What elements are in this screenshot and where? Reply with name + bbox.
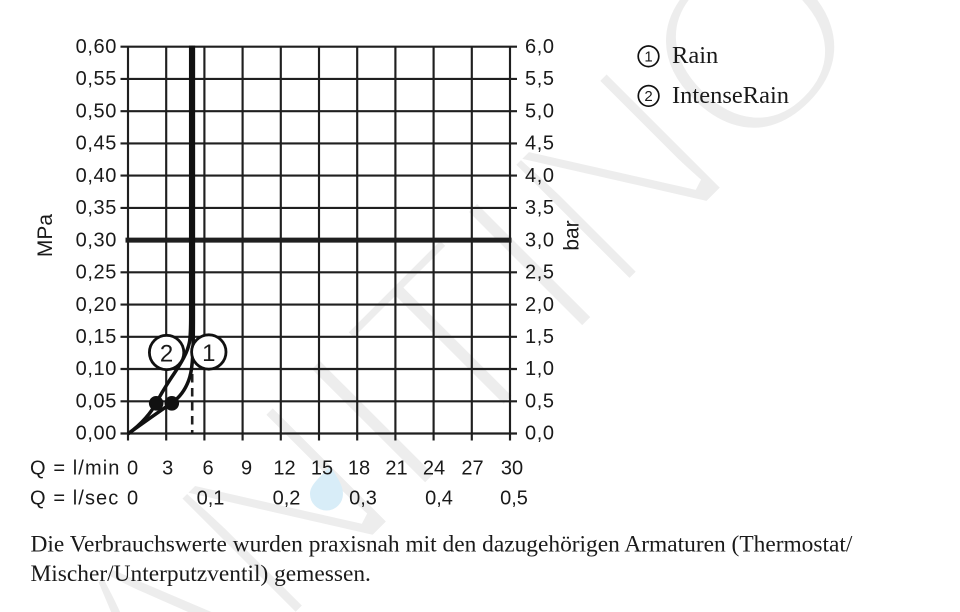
svg-text:0,40: 0,40	[76, 165, 117, 187]
svg-text:0,5: 0,5	[525, 391, 555, 413]
svg-text:24: 24	[423, 458, 445, 480]
svg-text:5,0: 5,0	[525, 100, 555, 122]
svg-text:0,05: 0,05	[76, 391, 117, 413]
svg-text:15: 15	[311, 458, 333, 480]
svg-text:0,20: 0,20	[76, 294, 117, 316]
svg-text:21: 21	[385, 458, 407, 480]
svg-text:0,10: 0,10	[76, 358, 117, 380]
svg-text:9: 9	[241, 458, 252, 480]
svg-text:Mischer/Unterputzventil) gemes: Mischer/Unterputzventil) gemessen.	[31, 561, 371, 587]
svg-text:IntenseRain: IntenseRain	[672, 82, 789, 109]
svg-text:4,0: 4,0	[525, 165, 555, 187]
svg-text:Rain: Rain	[672, 42, 718, 69]
svg-text:Q = l/min: Q = l/min	[30, 458, 120, 480]
svg-text:0: 0	[127, 488, 138, 510]
svg-text:Die Verbrauchswerte wurden pra: Die Verbrauchswerte wurden praxisnah mit…	[31, 532, 853, 558]
svg-text:bar: bar	[561, 220, 584, 250]
svg-text:0,45: 0,45	[76, 133, 117, 155]
svg-text:0: 0	[127, 458, 138, 480]
svg-text:12: 12	[273, 458, 295, 480]
svg-text:2,0: 2,0	[525, 294, 555, 316]
svg-text:0,35: 0,35	[76, 197, 117, 219]
svg-text:18: 18	[348, 458, 370, 480]
svg-text:0,50: 0,50	[76, 100, 117, 122]
svg-text:0,5: 0,5	[500, 488, 528, 510]
svg-text:1: 1	[202, 340, 215, 367]
svg-text:0,2: 0,2	[273, 488, 301, 510]
svg-text:0,25: 0,25	[76, 262, 117, 284]
svg-text:0,30: 0,30	[76, 229, 117, 251]
svg-text:MPa: MPa	[34, 214, 57, 258]
svg-text:2,5: 2,5	[525, 262, 555, 284]
svg-text:5,5: 5,5	[525, 68, 555, 90]
svg-text:0,0: 0,0	[525, 423, 555, 445]
svg-text:3,0: 3,0	[525, 229, 555, 251]
svg-text:4,5: 4,5	[525, 133, 555, 155]
svg-text:0,00: 0,00	[76, 423, 117, 445]
svg-text:6: 6	[202, 458, 213, 480]
svg-text:0,55: 0,55	[76, 68, 117, 90]
svg-text:27: 27	[461, 458, 483, 480]
svg-text:3: 3	[162, 458, 173, 480]
svg-text:6,0: 6,0	[525, 36, 555, 58]
svg-text:1,5: 1,5	[525, 326, 555, 348]
svg-text:1: 1	[644, 49, 652, 66]
svg-text:0,15: 0,15	[76, 326, 117, 348]
svg-text:3,5: 3,5	[525, 197, 555, 219]
svg-text:2: 2	[160, 340, 173, 367]
svg-text:0,3: 0,3	[349, 488, 377, 510]
svg-text:Q = l/sec: Q = l/sec	[30, 488, 119, 510]
svg-text:0,1: 0,1	[197, 488, 225, 510]
svg-text:1,0: 1,0	[525, 358, 555, 380]
svg-text:2: 2	[644, 88, 652, 105]
svg-text:30: 30	[501, 458, 523, 480]
svg-text:0,4: 0,4	[425, 488, 453, 510]
svg-text:0,60: 0,60	[76, 36, 117, 58]
